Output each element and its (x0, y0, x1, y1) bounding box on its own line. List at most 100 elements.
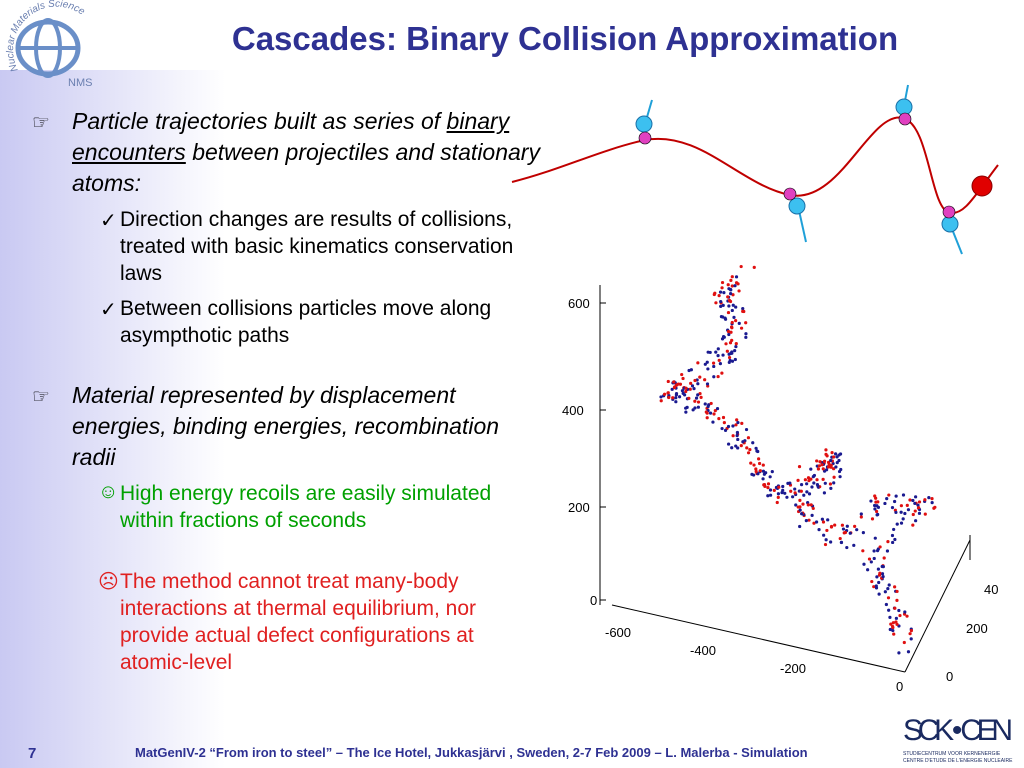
point (731, 293, 735, 297)
point (720, 286, 724, 290)
point (908, 498, 912, 502)
point (734, 423, 738, 427)
point (726, 295, 730, 299)
point (708, 411, 713, 415)
point (706, 367, 710, 371)
point (815, 459, 819, 463)
footer-text: MatGenIV-2 “From iron to steel” – The Ic… (135, 745, 808, 760)
point (800, 512, 804, 516)
point (861, 549, 865, 553)
point (885, 497, 889, 501)
sub-bullet-text: High energy recoils are easily simulated… (120, 482, 492, 532)
point (722, 335, 726, 339)
point (832, 455, 836, 459)
point (880, 572, 885, 576)
point (901, 493, 906, 497)
point (745, 446, 749, 450)
point (696, 361, 700, 365)
point (812, 481, 816, 485)
point (706, 350, 710, 354)
z-tick-label: 600 (568, 296, 590, 311)
point (884, 602, 888, 607)
point (716, 347, 720, 351)
point (824, 538, 828, 542)
point (734, 344, 738, 349)
point (852, 543, 856, 547)
point (823, 542, 828, 547)
point (902, 640, 906, 645)
point (712, 375, 716, 379)
point (680, 372, 684, 377)
point (886, 540, 890, 544)
point (785, 495, 789, 499)
point (729, 351, 733, 356)
point (799, 489, 803, 493)
point (735, 430, 740, 435)
point (720, 426, 724, 431)
point (826, 465, 831, 469)
slide-number: 7 (28, 745, 37, 762)
point (780, 491, 784, 495)
point (908, 632, 912, 636)
point (841, 527, 846, 531)
point (901, 517, 905, 521)
point (874, 500, 878, 504)
point (909, 637, 913, 641)
point (891, 628, 895, 633)
point (804, 519, 808, 523)
point (825, 528, 829, 533)
point (687, 368, 691, 373)
point (699, 395, 703, 399)
point (830, 451, 834, 455)
point (730, 338, 734, 342)
point (894, 616, 898, 620)
point (838, 475, 842, 479)
text: Particle trajectories built as series of (72, 108, 447, 134)
point (726, 283, 730, 287)
point (873, 536, 877, 540)
point (789, 489, 793, 493)
point (730, 320, 734, 325)
point (893, 537, 897, 542)
point (673, 385, 677, 389)
point (821, 467, 825, 471)
point (905, 503, 909, 507)
point (798, 498, 802, 502)
point (729, 292, 733, 296)
org-line: CENTRE D'ETUDE DE L'ENERGIE NUCLEAIRE (903, 758, 1013, 764)
point (822, 469, 827, 473)
point (829, 458, 833, 463)
point (832, 475, 836, 479)
point (905, 614, 909, 618)
point (829, 540, 833, 544)
point (671, 396, 675, 400)
point (746, 451, 751, 455)
point (797, 465, 802, 469)
point (807, 479, 811, 483)
point (891, 540, 895, 545)
z-tick-label: 0 (590, 593, 597, 608)
point (707, 403, 711, 407)
point (688, 387, 692, 391)
point (726, 329, 731, 334)
point (714, 350, 718, 354)
point (793, 491, 797, 495)
point (839, 540, 844, 544)
point (903, 610, 907, 614)
point (798, 524, 802, 529)
point (717, 358, 721, 362)
point (807, 492, 812, 496)
point (911, 512, 915, 517)
point (906, 650, 911, 654)
point (876, 567, 880, 571)
point (766, 482, 771, 486)
point (674, 396, 678, 400)
point (757, 457, 761, 461)
underlined-text: binary encounters (72, 108, 510, 165)
point (824, 452, 828, 456)
point (749, 461, 753, 465)
point (853, 524, 857, 528)
frown-icon: ☹ (98, 571, 119, 593)
x-tick-label: 0 (896, 679, 903, 694)
